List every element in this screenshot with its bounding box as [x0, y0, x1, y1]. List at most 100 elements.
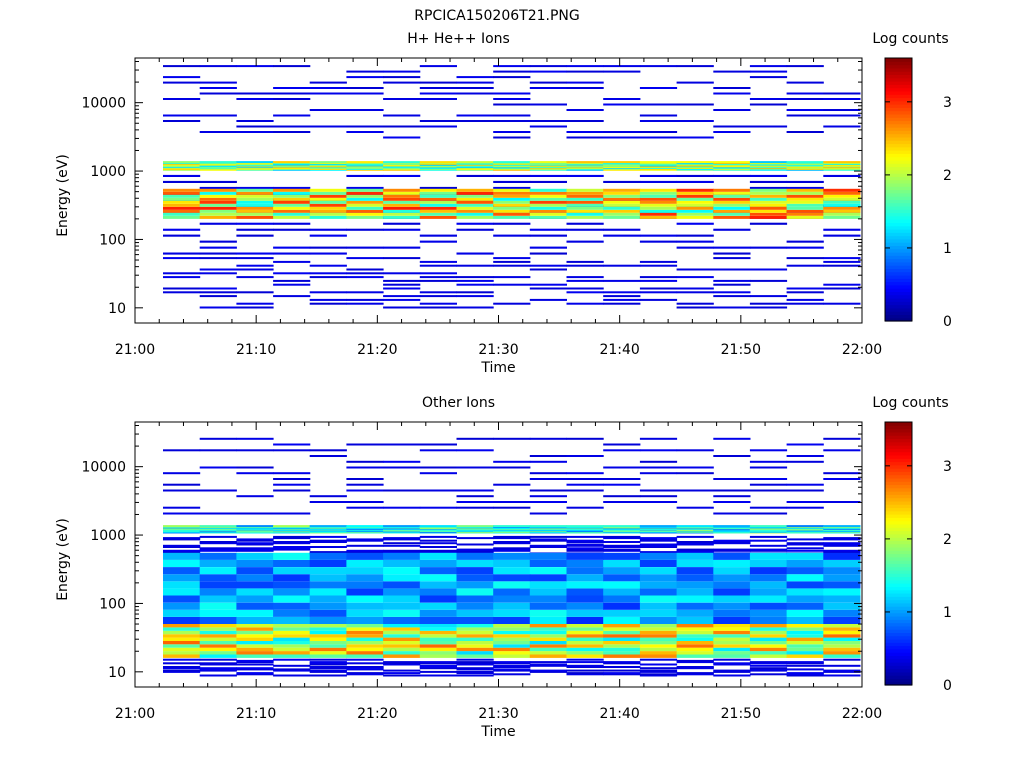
heatmap-cell	[236, 647, 274, 652]
heatmap-cell	[419, 662, 457, 665]
heatmap-cell	[786, 651, 824, 655]
colorbar-segment	[885, 655, 912, 660]
heatmap-cell	[236, 595, 274, 603]
heatmap-cell	[346, 672, 384, 675]
heatmap-cell	[493, 460, 531, 463]
heatmap-cell	[749, 76, 788, 79]
heatmap-cell	[823, 627, 861, 631]
heatmap-cell	[456, 252, 494, 255]
heatmap-cell	[639, 630, 678, 635]
colorbar-segment	[885, 671, 912, 676]
heatmap-cell	[273, 125, 311, 128]
heatmap-cell	[493, 186, 531, 189]
heatmap-cell	[309, 658, 347, 661]
heatmap-cell	[199, 194, 237, 198]
heatmap-cell	[419, 306, 457, 309]
heatmap-cell	[456, 674, 494, 677]
heatmap-cell	[163, 272, 201, 275]
heatmap-cell	[199, 92, 237, 95]
heatmap-cell	[749, 246, 788, 249]
heatmap-cell	[823, 647, 861, 652]
heatmap-cell	[493, 630, 531, 635]
heatmap-cell	[566, 627, 604, 631]
heatmap-cell	[713, 670, 751, 673]
heatmap-cell	[346, 191, 384, 195]
heatmap-cell	[419, 120, 457, 122]
heatmap-cell	[236, 209, 274, 213]
heatmap-cell	[309, 627, 347, 631]
heatmap-cell	[713, 541, 751, 543]
heatmap-cell	[713, 209, 751, 213]
colorbar-segment	[885, 297, 912, 302]
colorbar-segment	[885, 553, 912, 558]
heatmap-cell	[309, 449, 347, 452]
heatmap-cell	[713, 559, 751, 567]
heatmap-cell	[273, 547, 311, 550]
colorbar-segment	[885, 520, 912, 525]
heatmap-cell	[456, 209, 494, 213]
heatmap-cell	[346, 574, 384, 582]
heatmap-cell	[713, 616, 751, 624]
heatmap-cell	[236, 194, 274, 198]
heatmap-cell	[603, 581, 641, 589]
heatmap-cell	[529, 512, 567, 515]
heatmap-cell	[199, 595, 237, 603]
heatmap-cell	[529, 188, 567, 192]
heatmap-cell	[493, 595, 531, 603]
heatmap-cell	[199, 212, 237, 216]
heatmap-cell	[566, 574, 604, 582]
x-tick-label: 21:30	[478, 706, 518, 722]
heatmap-cell	[163, 215, 201, 219]
heatmap-cell	[566, 291, 604, 294]
heatmap-cell	[529, 567, 567, 575]
heatmap-cell	[236, 252, 274, 255]
heatmap-cell	[749, 194, 788, 198]
heatmap-cell	[713, 595, 751, 603]
heatmap-cell	[786, 209, 824, 213]
heatmap-cell	[566, 260, 604, 263]
heatmap-cell	[163, 512, 201, 515]
heatmap-cell	[566, 658, 604, 661]
heatmap-cell	[199, 200, 237, 204]
heatmap-cell	[823, 559, 861, 567]
heatmap-cell	[603, 65, 641, 68]
heatmap-cell	[823, 609, 861, 617]
heatmap-cell	[493, 264, 531, 267]
heatmap-cell	[456, 644, 494, 648]
heatmap-cell	[383, 136, 421, 139]
heatmap-cell	[346, 209, 384, 213]
heatmap-cell	[199, 268, 237, 271]
heatmap-cell	[383, 206, 421, 210]
heatmap-cell	[493, 669, 531, 672]
heatmap-cell	[273, 443, 311, 446]
heatmap-cell	[309, 588, 347, 596]
heatmap-cell	[529, 647, 567, 652]
heatmap-cell	[566, 539, 604, 542]
heatmap-cell	[419, 666, 457, 668]
colorbar-segment	[885, 304, 912, 309]
heatmap-cell	[493, 302, 531, 305]
heatmap-cell	[346, 212, 384, 216]
heatmap-cell	[713, 291, 751, 294]
colorbar-segment	[885, 301, 912, 306]
y-tick-label: 10	[108, 301, 126, 317]
heatmap-cell	[529, 215, 567, 219]
heatmap-cell	[676, 103, 714, 106]
heatmap-cell	[786, 525, 824, 528]
heatmap-cell	[749, 667, 788, 670]
heatmap-cell	[419, 200, 457, 204]
colorbar-segment	[885, 579, 912, 584]
heatmap-cell	[493, 203, 531, 207]
heatmap-cell	[383, 306, 421, 309]
heatmap-cell	[603, 203, 641, 207]
heatmap-cell	[823, 234, 861, 237]
heatmap-cell	[603, 525, 641, 528]
colorbar-segment	[885, 199, 912, 204]
heatmap-cell	[676, 240, 714, 243]
heatmap-cell	[603, 662, 641, 665]
heatmap-cell	[236, 548, 274, 551]
heatmap-cell	[273, 609, 311, 617]
heatmap-cell	[236, 549, 274, 552]
heatmap-cell	[236, 472, 274, 475]
